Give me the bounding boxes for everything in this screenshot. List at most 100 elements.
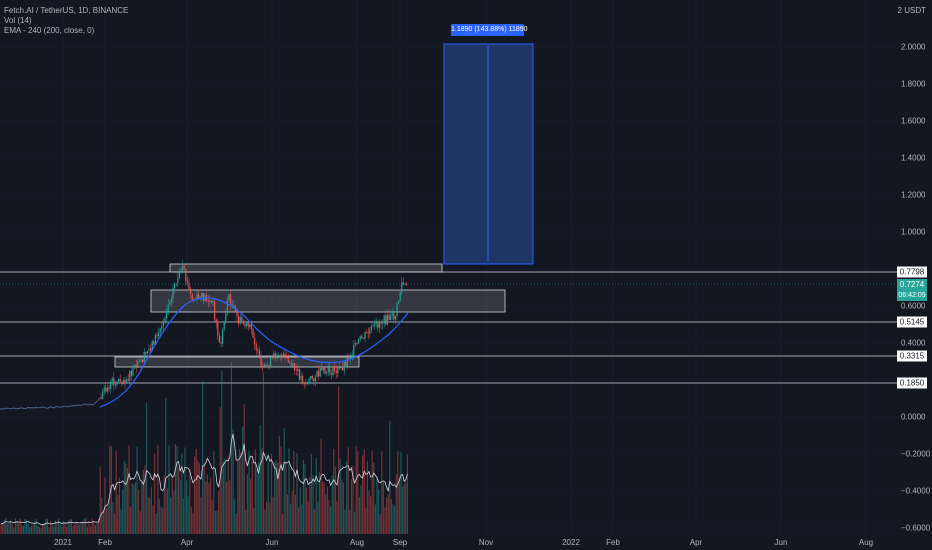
volume-bar	[365, 507, 367, 534]
candle-body	[230, 294, 232, 307]
symbol-title[interactable]: Fetch.AI / TetherUS, 1D, BINANCE	[4, 6, 129, 15]
volume-bar	[387, 494, 389, 534]
volume-bar	[50, 520, 52, 534]
current-price-value: 0.7274	[899, 280, 925, 289]
volume-bar	[133, 484, 135, 534]
volume-bar	[205, 481, 207, 534]
volume-bar	[288, 448, 290, 534]
candle-body	[236, 311, 238, 317]
volume-bar	[102, 510, 104, 534]
candle-body	[188, 282, 190, 289]
candle-body	[126, 379, 128, 384]
volume-bar	[293, 450, 295, 534]
candle-body	[279, 355, 281, 358]
volume-bar	[72, 525, 74, 534]
candle-body	[362, 338, 364, 340]
zone-box[interactable]	[114, 356, 360, 368]
volume-bar	[234, 499, 236, 534]
volume-bar	[334, 467, 336, 534]
candle-body	[167, 304, 169, 312]
price-tick: 1.8000	[901, 79, 926, 89]
volume-bar	[179, 480, 181, 534]
volume-bar	[259, 424, 261, 534]
volume-bar	[245, 509, 247, 534]
candle-body	[393, 313, 395, 320]
candle-body	[103, 387, 105, 392]
volume-moving-average	[0, 433, 408, 526]
volume-bar	[149, 497, 151, 534]
volume-bar	[203, 463, 205, 534]
candle-body	[332, 366, 334, 376]
volume-bar	[373, 462, 375, 534]
volume-bar	[211, 500, 213, 534]
volume-bar	[3, 520, 5, 534]
candle-body	[145, 352, 147, 354]
ema-indicator-label[interactable]: EMA - 240 (200, close, 0)	[4, 26, 95, 35]
volume-bar	[362, 455, 364, 534]
volume-bar	[26, 519, 28, 534]
volume-bar	[325, 494, 327, 534]
volume-bar	[272, 496, 274, 534]
volume-bar	[379, 513, 381, 534]
volume-bar	[283, 428, 285, 534]
volume-bar	[282, 513, 284, 534]
candle-body	[148, 348, 150, 351]
volume-bar	[48, 527, 50, 534]
volume-bar	[115, 450, 117, 534]
candle-body	[153, 341, 155, 345]
volume-bar	[349, 509, 351, 534]
current-price-badge: 0.7274 06:42:09	[897, 279, 927, 301]
volume-bar	[318, 472, 320, 534]
candle-body	[401, 282, 403, 292]
volume-bar	[266, 501, 268, 534]
volume-bar	[243, 404, 245, 534]
candle-body	[100, 397, 102, 399]
volume-bar	[43, 523, 45, 534]
candle-body	[102, 391, 104, 399]
price-scale-unit[interactable]: 2 USDT	[897, 6, 926, 15]
candle-body	[263, 364, 265, 368]
candle-body	[178, 272, 180, 279]
early-price-line	[0, 397, 101, 410]
volume-bar	[248, 450, 250, 534]
volume-bar	[270, 453, 272, 534]
zone-box[interactable]	[150, 289, 506, 313]
volume-bar	[158, 498, 160, 534]
volume-bar	[368, 490, 370, 534]
candle-body	[338, 367, 340, 369]
candle-body	[242, 322, 244, 325]
chart-legend: Fetch.AI / TetherUS, 1D, BINANCE Vol (14…	[4, 6, 128, 36]
candle-body	[284, 353, 286, 357]
volume-bar	[274, 461, 276, 534]
volume-bar	[286, 494, 288, 534]
time-tick: Feb	[606, 538, 620, 547]
candle-body	[377, 322, 379, 328]
candle-body	[114, 384, 116, 386]
volume-indicator-label[interactable]: Vol (14)	[4, 16, 32, 25]
volume-bar	[390, 498, 392, 534]
volume-bar	[206, 474, 208, 534]
volume-bar	[24, 519, 26, 534]
candle-body	[391, 313, 393, 315]
volume-bar	[382, 482, 384, 534]
volume-bar	[232, 428, 234, 534]
candle-body	[182, 265, 184, 271]
candle-body	[169, 302, 171, 305]
candle-body	[137, 361, 139, 368]
zone-box[interactable]	[169, 263, 443, 273]
volume-bar	[18, 522, 20, 534]
volume-bar	[165, 398, 167, 534]
volume-bar	[363, 449, 365, 534]
volume-bar	[342, 482, 344, 534]
measure-label[interactable]: 1.1890 (143.88%) 11890	[451, 24, 528, 36]
volume-bar	[290, 503, 292, 534]
time-tick: Apr	[180, 538, 194, 547]
candle-body	[345, 361, 347, 367]
candle-body	[226, 300, 228, 314]
candle-body	[329, 367, 331, 374]
candle-body	[390, 314, 392, 321]
volume-bar	[254, 449, 256, 534]
candle-body	[185, 269, 187, 281]
volume-bar	[75, 521, 77, 534]
